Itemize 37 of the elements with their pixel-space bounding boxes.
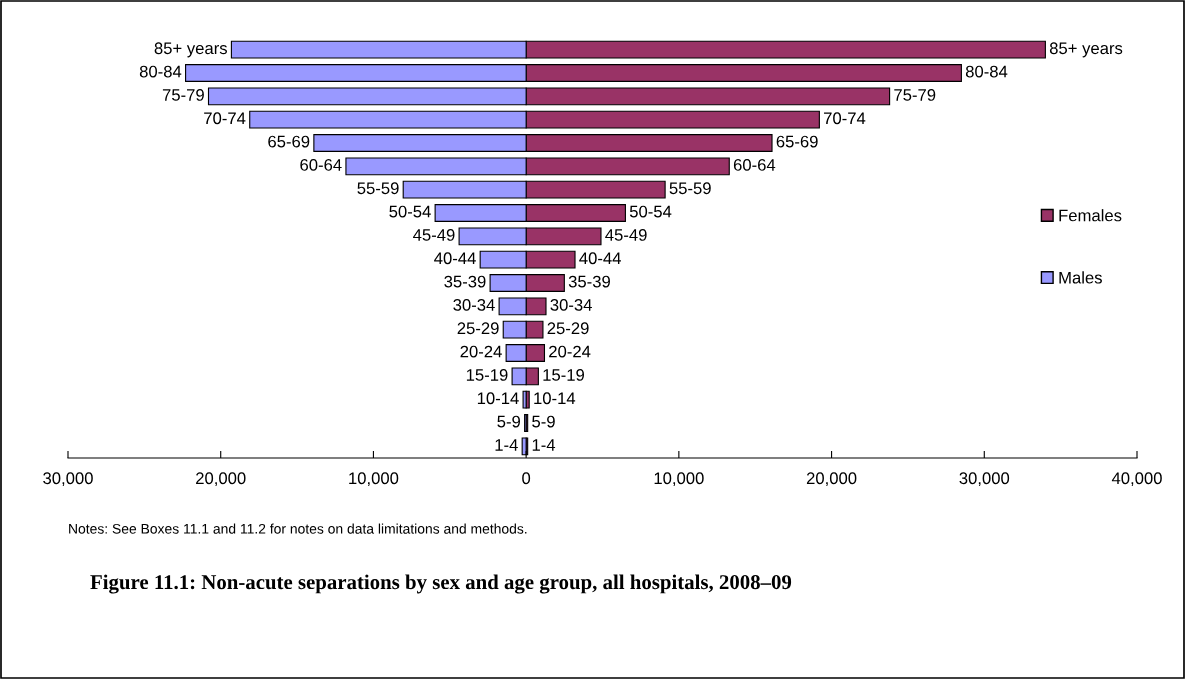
- category-label: 30-34: [453, 299, 495, 311]
- text: Notes: See Boxes 11.1 and 11.2 for notes on data limitations and methods.: [69, 523, 527, 534]
- x-tick-label: 30,000: [43, 472, 93, 487]
- x-tick-label: 10,000: [349, 472, 399, 487]
- category-label: 45-49: [413, 229, 455, 241]
- y-tick-label: 10-14: [534, 392, 576, 405]
- x-tick-label: 40,000: [1111, 472, 1162, 487]
- x-tick-label: 0: [522, 472, 531, 485]
- category-label: 65-69: [268, 135, 310, 148]
- category-label: 70-74: [204, 112, 246, 125]
- category-label: 75-79: [162, 89, 204, 101]
- category-label: 5-9: [497, 415, 521, 428]
- y-tick-label: 20-24: [549, 345, 591, 358]
- legend-label: Males: [1059, 271, 1102, 284]
- text: Figure 11.1: Non-acute separations by sex and age group, all hospitals, 2008–09: [90, 574, 792, 594]
- x-tick-label: 20,000: [196, 472, 246, 487]
- x-tick-label: 20,000: [806, 472, 857, 487]
- y-tick-label: 15-19: [543, 369, 585, 381]
- category-label: 25-29: [457, 322, 499, 335]
- category-label: 15-19: [466, 369, 508, 381]
- category-label: 1-4: [495, 439, 518, 451]
- y-tick-label: 5-9: [532, 415, 555, 428]
- y-tick-label: 1-4: [532, 439, 556, 451]
- legend-label: Females: [1059, 209, 1122, 222]
- category-label: 20-24: [460, 345, 502, 358]
- y-tick-label: 30-34: [550, 299, 592, 311]
- category-label: 55-59: [357, 182, 399, 195]
- y-tick-label: 25-29: [547, 322, 589, 335]
- category-label: 80-84: [139, 65, 182, 78]
- x-tick-label: 30,000: [959, 472, 1010, 487]
- category-label: 40-44: [434, 252, 476, 265]
- x-tick-label: 10,000: [654, 472, 704, 487]
- category-label: 10-14: [477, 392, 519, 405]
- category-label: 60-64: [300, 159, 342, 171]
- category-label: 85+ years: [154, 42, 227, 58]
- category-label: 50-54: [389, 205, 431, 218]
- category-label: 35-39: [444, 275, 486, 288]
